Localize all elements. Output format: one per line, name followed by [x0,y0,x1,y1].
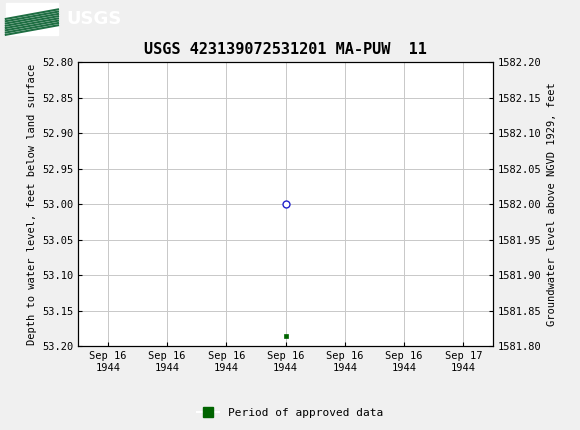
Title: USGS 423139072531201 MA-PUW  11: USGS 423139072531201 MA-PUW 11 [144,42,427,57]
Y-axis label: Depth to water level, feet below land surface: Depth to water level, feet below land su… [27,64,37,345]
Legend: Period of approved data: Period of approved data [193,403,387,422]
Y-axis label: Groundwater level above NGVD 1929, feet: Groundwater level above NGVD 1929, feet [547,83,557,326]
Bar [6,3,58,35]
Text: USGS: USGS [67,10,122,28]
